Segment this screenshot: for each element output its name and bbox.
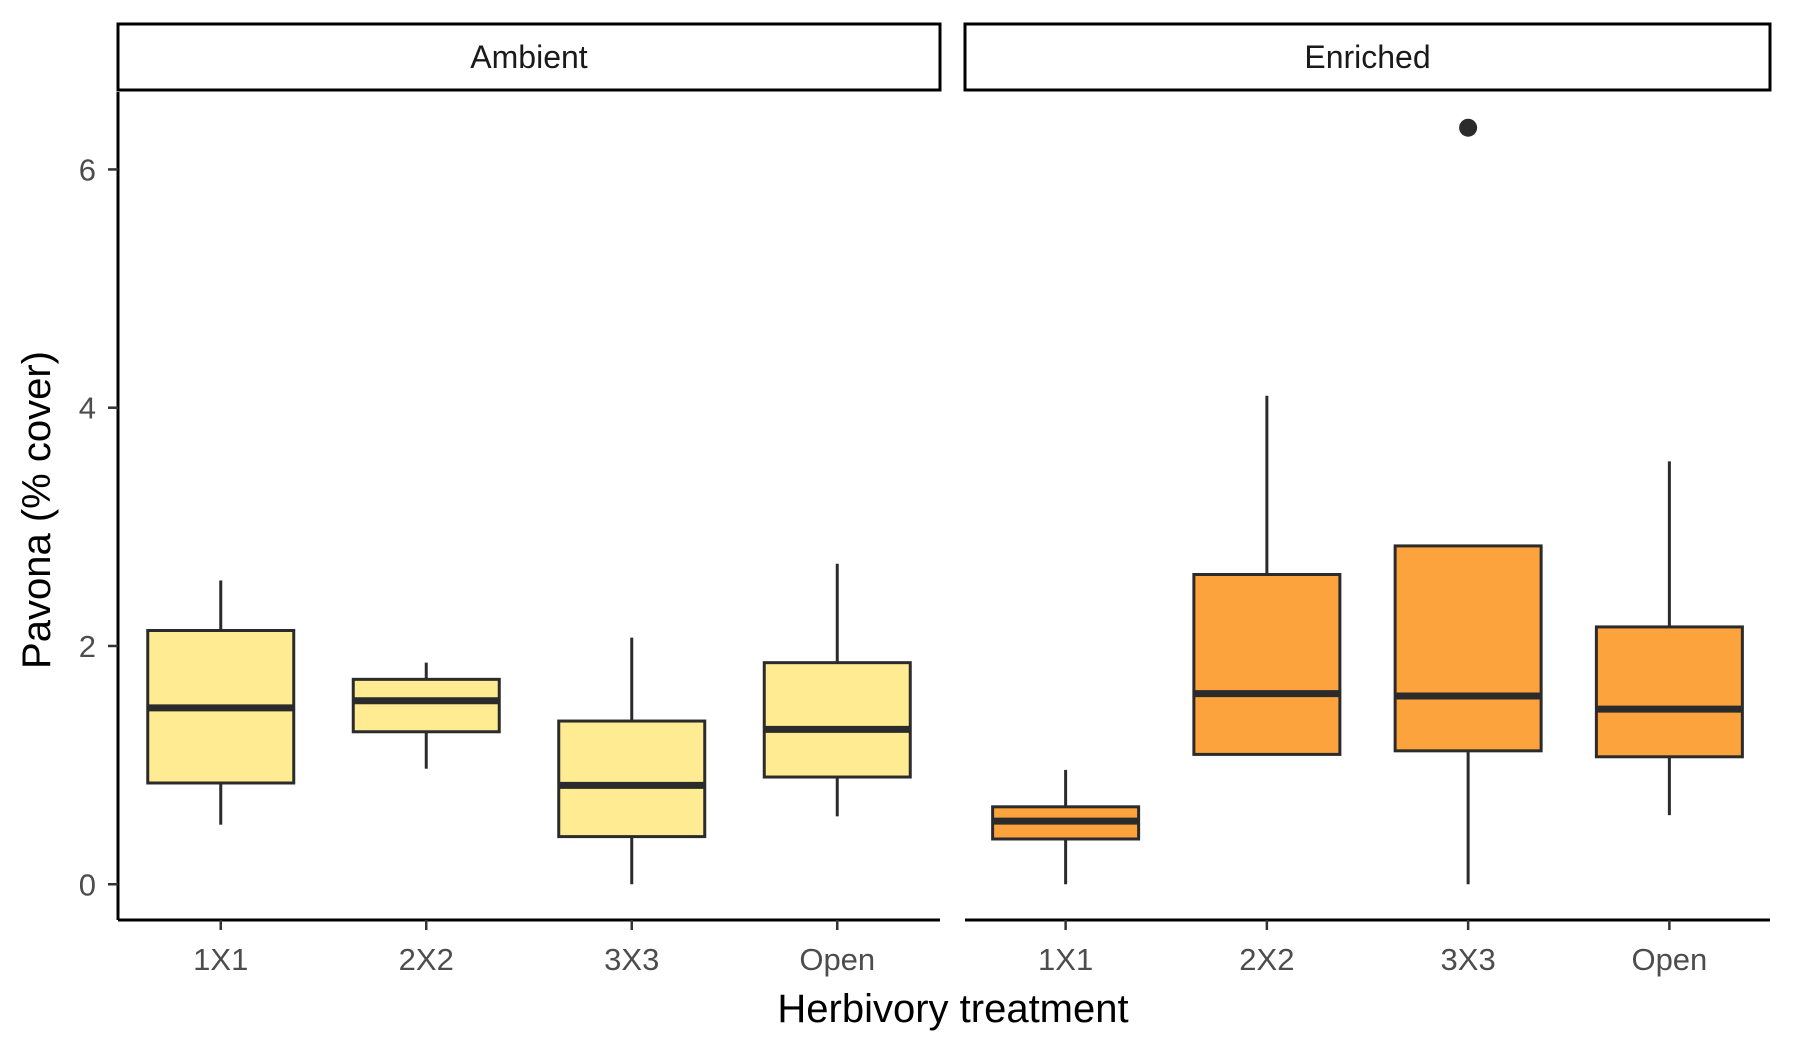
box-enriched-3x3	[1393, 544, 1543, 753]
y-axis-title: Pavona (% cover)	[15, 351, 59, 669]
x-tick-label: 2X2	[399, 942, 454, 977]
facet-strip-label: Ambient	[470, 39, 588, 75]
facet-strip-enriched	[963, 22, 1772, 92]
outlier-point-enriched-3x3	[1459, 118, 1478, 137]
y-tick-label: 2	[79, 629, 96, 664]
facet-strip-ambient	[116, 22, 942, 92]
x-tick-label: Open	[799, 942, 875, 977]
x-tick-label: 2X2	[1239, 942, 1294, 977]
y-tick-label: 4	[79, 391, 96, 426]
box-ambient-3x3	[557, 719, 707, 839]
x-tick-label: 3X3	[1441, 942, 1496, 977]
facet-strip-label: Enriched	[1304, 39, 1430, 75]
x-tick-label: 3X3	[604, 942, 659, 977]
y-tick-label: 0	[79, 867, 96, 902]
x-tick-label: 1X1	[193, 942, 248, 977]
box-enriched-2x2	[1192, 573, 1342, 756]
box-ambient-2x2	[351, 677, 501, 734]
box-enriched-open	[1594, 625, 1744, 759]
x-axis-title: Herbivory treatment	[777, 987, 1128, 1031]
box-ambient-open	[762, 661, 912, 779]
y-tick-label: 6	[79, 152, 96, 187]
x-tick-label: Open	[1631, 942, 1707, 977]
x-tick-label: 1X1	[1038, 942, 1093, 977]
